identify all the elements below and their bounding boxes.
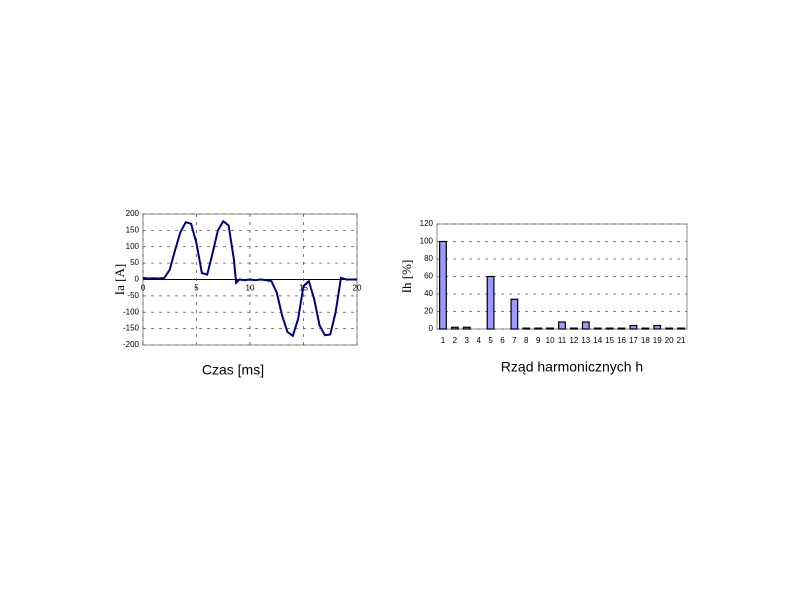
x-tick-label: 8: [524, 336, 529, 345]
bar: [617, 327, 626, 330]
bar: [665, 327, 674, 330]
bar: [677, 327, 685, 330]
x-tick-label: 12: [569, 336, 578, 345]
bar: [450, 326, 459, 330]
bar: [653, 324, 662, 330]
bar: [581, 321, 590, 330]
y-tick-label: 0: [429, 324, 434, 333]
x-tick-label: 6: [500, 336, 505, 345]
y-tick-label: 40: [424, 289, 433, 298]
x-axis-label: Rząd harmonicznych h: [501, 359, 643, 375]
y-tick-label: 20: [424, 307, 433, 316]
x-tick-label: 14: [593, 336, 602, 345]
bar: [439, 240, 447, 330]
bar: [462, 326, 471, 330]
y-tick-label: 60: [424, 272, 433, 281]
x-tick-label: 3: [465, 336, 470, 345]
x-tick-label: 11: [558, 336, 567, 345]
waveform: [142, 219, 357, 338]
y-tick-label: -200: [123, 340, 140, 349]
y-tick-label: 100: [126, 242, 140, 251]
bar: [558, 321, 566, 330]
y-tick-label: -100: [123, 307, 140, 316]
bar: [641, 327, 650, 330]
bar: [534, 327, 543, 330]
bar: [546, 327, 555, 330]
bar: [510, 298, 519, 330]
x-tick-label: 13: [581, 336, 590, 345]
bar: [629, 324, 638, 330]
y-tick-label: 150: [126, 225, 140, 234]
x-tick-label: 2: [453, 336, 458, 345]
y-tick-label: 0: [135, 275, 140, 284]
y-tick-label: 80: [424, 254, 433, 263]
y-tick-label: 50: [130, 258, 139, 267]
x-tick-label: 17: [629, 336, 638, 345]
x-tick-label: 18: [641, 336, 650, 345]
x-tick-label: 7: [512, 336, 517, 345]
x-tick-label: 9: [536, 336, 541, 345]
x-tick-label: 10: [546, 336, 555, 345]
x-tick-label: 15: [605, 336, 614, 345]
x-tick-label: 4: [476, 336, 481, 345]
x-tick-label: 5: [488, 336, 493, 345]
x-tick-label: 16: [617, 336, 626, 345]
y-tick-label: -50: [127, 291, 139, 300]
bar: [569, 327, 578, 330]
y-tick-label: 200: [126, 209, 140, 218]
bar: [605, 327, 614, 330]
x-tick-label: 21: [677, 336, 686, 345]
bar: [593, 327, 602, 330]
bar: [522, 327, 531, 330]
y-tick-label: 120: [420, 219, 434, 228]
x-tick-label: 20: [665, 336, 674, 345]
y-tick-label: 100: [420, 237, 434, 246]
plot-area: [436, 223, 688, 330]
y-axis-label: Ih [%]: [399, 260, 414, 294]
x-tick-label: 1: [441, 336, 446, 345]
y-axis-label: Ia [A]: [112, 264, 127, 295]
y-tick-label: -150: [123, 324, 140, 333]
x-tick-label: 19: [653, 336, 662, 345]
x-axis-label: Czas [ms]: [202, 362, 264, 378]
bar: [486, 275, 495, 330]
